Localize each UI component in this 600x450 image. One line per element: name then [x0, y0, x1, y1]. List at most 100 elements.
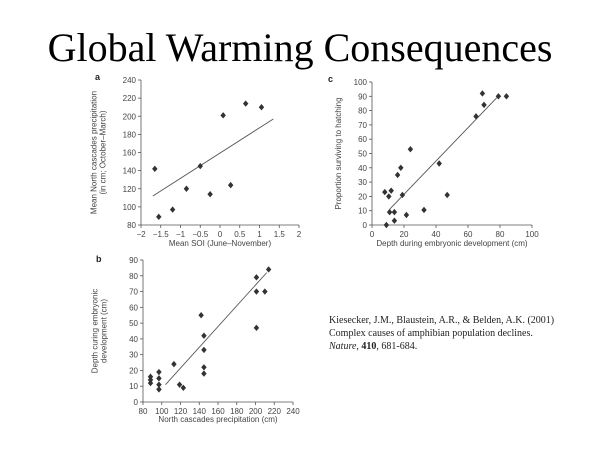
- citation-year: (2001): [527, 315, 555, 326]
- x-tick-label: −2: [136, 230, 146, 239]
- y-tick-label: 60: [129, 303, 138, 312]
- data-point: [391, 217, 398, 224]
- panel-label: c: [328, 74, 333, 84]
- data-point: [382, 188, 388, 196]
- x-tick-label: 180: [230, 407, 244, 416]
- data-point: [391, 208, 398, 216]
- y-tick-label: 100: [354, 78, 368, 87]
- x-tick-label: −1.5: [153, 230, 169, 239]
- x-axis-label: North cascades precipitation (cm): [158, 415, 277, 424]
- y-tick-label: 40: [129, 335, 138, 344]
- data-point: [180, 384, 187, 391]
- x-tick-label: 220: [268, 407, 282, 416]
- data-point: [479, 90, 486, 97]
- citation-volume: 410: [361, 341, 377, 352]
- trend-line: [389, 97, 498, 210]
- x-tick-label: 80: [139, 407, 148, 416]
- x-tick-label: −0.5: [192, 230, 208, 239]
- x-tick-label: 140: [193, 407, 207, 416]
- x-tick-label: 40: [432, 230, 441, 239]
- y-tick-label: 120: [123, 185, 137, 194]
- x-tick-label: 0: [370, 230, 375, 239]
- x-tick-label: 1: [257, 230, 262, 239]
- citation-pages: 681-684.: [381, 341, 418, 352]
- y-tick-label: 30: [129, 351, 138, 360]
- data-point: [197, 162, 203, 170]
- x-tick-label: 200: [249, 407, 263, 416]
- x-tick-label: 60: [464, 230, 473, 239]
- data-point: [253, 288, 260, 295]
- y-tick-label: 240: [123, 76, 137, 85]
- x-tick-label: 120: [174, 407, 188, 416]
- y-tick-label: 100: [123, 203, 137, 212]
- y-tick-label: 10: [358, 207, 367, 216]
- y-tick-label: 80: [127, 221, 136, 230]
- data-point: [227, 181, 234, 189]
- data-point: [176, 381, 183, 388]
- y-tick-label: 70: [358, 121, 367, 130]
- data-point: [183, 185, 190, 192]
- trend-line: [152, 118, 274, 197]
- data-point: [201, 332, 207, 339]
- y-tick-label: 220: [123, 94, 137, 103]
- data-point: [383, 221, 390, 229]
- y-tick-label: 0: [134, 398, 139, 407]
- data-point: [147, 379, 154, 387]
- y-tick-label: 40: [358, 164, 367, 173]
- y-tick-label: 50: [129, 319, 138, 328]
- citation-journal: Nature: [329, 341, 357, 352]
- data-point: [253, 324, 260, 332]
- trend-line: [165, 272, 268, 385]
- data-point: [399, 191, 406, 199]
- citation-title: Complex causes of amphibian population d…: [329, 328, 533, 339]
- chart-a: 80 100 120 140 160 180 200 220 240 −2 −1.5 −1 −0.5 0 0…: [90, 72, 302, 248]
- y-tick-label: 90: [358, 92, 367, 101]
- data-point: [421, 206, 427, 214]
- panel-label: a: [95, 72, 101, 82]
- data-point: [171, 360, 177, 368]
- y-tick-label: 80: [358, 107, 367, 116]
- x-tick-label: 80: [496, 230, 505, 239]
- y-axis-label: Mean North cascades precipitation: [90, 91, 99, 214]
- data-point: [403, 211, 410, 219]
- y-tick-label: 30: [358, 178, 367, 187]
- x-tick-label: 0: [218, 230, 223, 239]
- x-tick-label: 1.5: [274, 230, 286, 239]
- data-point: [201, 346, 207, 354]
- x-axis-label: Mean SOI (June–November): [169, 239, 272, 248]
- data-point: [436, 160, 442, 167]
- y-tick-label: 80: [129, 272, 138, 281]
- data-point: [386, 193, 392, 200]
- y-tick-label: 90: [129, 256, 138, 265]
- data-point: [444, 191, 450, 199]
- data-point: [156, 213, 162, 221]
- y-axis-label: Depth curing embryonic: [91, 289, 100, 373]
- x-tick-label: 240: [286, 407, 300, 416]
- y-axis-label: development (cm): [100, 299, 109, 363]
- y-axis-label: Proportion surviving to hatching: [334, 97, 343, 209]
- y-tick-label: 20: [358, 192, 367, 201]
- panel-label: b: [96, 254, 102, 264]
- y-tick-label: 160: [123, 149, 137, 158]
- data-point: [156, 368, 162, 376]
- data-point: [258, 103, 265, 111]
- data-point: [156, 381, 162, 388]
- data-point: [152, 165, 158, 173]
- x-tick-label: 160: [211, 407, 225, 416]
- data-point: [156, 386, 162, 393]
- data-point: [386, 208, 393, 216]
- data-point: [495, 93, 502, 100]
- data-point: [220, 112, 226, 119]
- x-tick-label: −1: [176, 230, 186, 239]
- citation-authors: Kiesecker, J.M., Blaustein, A.R., & Beld…: [329, 315, 525, 326]
- x-tick-label: 100: [525, 230, 539, 239]
- x-axis-label: Depth during embryonic development (cm): [376, 239, 528, 248]
- data-point: [253, 274, 260, 281]
- data-point: [394, 171, 401, 179]
- data-point: [198, 312, 204, 319]
- data-point: [398, 164, 404, 171]
- x-tick-label: 2: [297, 230, 302, 239]
- data-point: [407, 146, 414, 153]
- data-point: [207, 190, 213, 198]
